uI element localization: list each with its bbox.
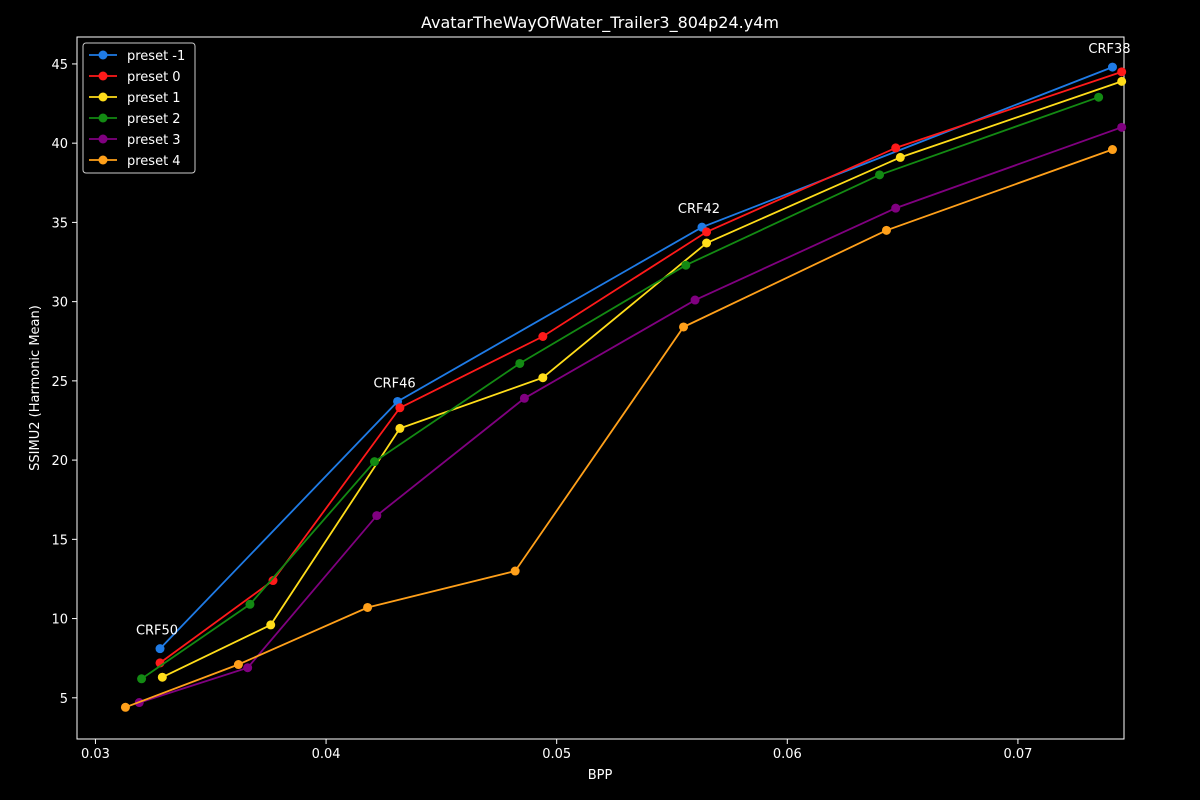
data-point xyxy=(881,225,891,235)
series-line xyxy=(159,66,1113,650)
data-point xyxy=(891,203,901,213)
y-tick-label: 35 xyxy=(51,216,68,231)
data-point xyxy=(679,322,689,332)
y-tick-label: 25 xyxy=(51,375,68,390)
data-point xyxy=(155,644,165,654)
data-point xyxy=(510,566,520,576)
series-1 xyxy=(155,67,1127,668)
legend-label: preset 4 xyxy=(127,154,181,169)
y-tick-label: 20 xyxy=(51,454,68,469)
series-4 xyxy=(134,122,1127,708)
legend-item: preset -1 xyxy=(89,49,185,64)
chart-title: AvatarTheWayOfWater_Trailer3_804p24.y4m xyxy=(421,13,779,33)
data-point xyxy=(157,672,167,682)
legend-item: preset 0 xyxy=(89,70,181,85)
data-point xyxy=(1117,67,1127,77)
x-tick-label: 0.07 xyxy=(1003,747,1032,762)
data-point xyxy=(895,152,905,162)
y-axis: 5 10 15 20 25 30 35 40 45 xyxy=(51,58,77,707)
series-2 xyxy=(157,76,1127,682)
y-tick-label: 45 xyxy=(51,58,68,73)
y-tick-label: 5 xyxy=(60,692,68,707)
legend-label: preset 0 xyxy=(127,70,181,85)
x-axis-label: BPP xyxy=(588,768,613,783)
series-layer xyxy=(120,62,1127,712)
crf-annotation: CRF38 xyxy=(1088,42,1130,57)
y-tick-label: 40 xyxy=(51,137,68,152)
data-point xyxy=(519,393,529,403)
x-tick-label: 0.06 xyxy=(773,747,802,762)
data-point xyxy=(1117,122,1127,132)
data-point xyxy=(875,170,885,180)
y-tick-label: 10 xyxy=(51,613,68,628)
legend-marker xyxy=(98,134,108,144)
legend-marker xyxy=(98,113,108,123)
y-tick-label: 30 xyxy=(51,296,68,311)
data-point xyxy=(702,238,712,248)
series-5 xyxy=(120,145,1117,712)
data-point xyxy=(538,373,548,383)
crf-annotation: CRF46 xyxy=(373,376,415,391)
data-point xyxy=(702,227,712,237)
legend-item: preset 3 xyxy=(89,133,181,148)
data-point xyxy=(245,599,255,609)
data-point xyxy=(1117,76,1127,86)
data-point xyxy=(891,143,901,153)
data-point xyxy=(137,674,147,684)
data-point xyxy=(372,511,382,521)
data-point xyxy=(1107,145,1117,155)
crf-annotation: CRF50 xyxy=(136,624,178,639)
crf-annotation: CRF42 xyxy=(678,202,720,217)
annotation-layer: CRF50 CRF46 CRF42 CRF38 xyxy=(136,42,1131,639)
data-point xyxy=(395,403,405,413)
legend-marker xyxy=(98,155,108,165)
data-point xyxy=(1107,62,1117,72)
legend-marker xyxy=(98,71,108,81)
legend-item: preset 2 xyxy=(89,112,181,127)
legend: preset -1 preset 0 preset 1 preset 2 preset … xyxy=(82,42,196,174)
x-tick-label: 0.05 xyxy=(542,747,571,762)
data-point xyxy=(1094,92,1104,102)
data-point xyxy=(681,260,691,270)
legend-marker xyxy=(98,50,108,60)
x-tick-label: 0.03 xyxy=(81,747,110,762)
data-point xyxy=(120,702,130,712)
legend-label: preset -1 xyxy=(127,49,185,64)
data-point xyxy=(538,331,548,341)
y-tick-label: 15 xyxy=(51,533,68,548)
legend-label: preset 2 xyxy=(127,112,181,127)
y-axis-label: SSIMU2 (Harmonic Mean) xyxy=(28,305,43,471)
series-3 xyxy=(137,92,1104,684)
legend-item: preset 1 xyxy=(89,91,181,106)
legend-marker xyxy=(98,92,108,102)
plot-frame xyxy=(76,36,1125,740)
legend-label: preset 3 xyxy=(127,133,181,148)
x-tick-label: 0.04 xyxy=(312,747,341,762)
data-point xyxy=(395,423,405,433)
legend-item: preset 4 xyxy=(89,154,181,169)
data-point xyxy=(515,358,525,368)
data-point xyxy=(266,620,276,630)
data-point xyxy=(369,457,379,467)
legend-label: preset 1 xyxy=(127,91,181,106)
x-axis: 0.03 0.04 0.05 0.06 0.07 xyxy=(81,739,1032,762)
data-point xyxy=(233,660,243,670)
data-point xyxy=(243,663,253,673)
data-point xyxy=(363,602,373,612)
data-point xyxy=(268,576,278,586)
data-point xyxy=(690,295,700,305)
